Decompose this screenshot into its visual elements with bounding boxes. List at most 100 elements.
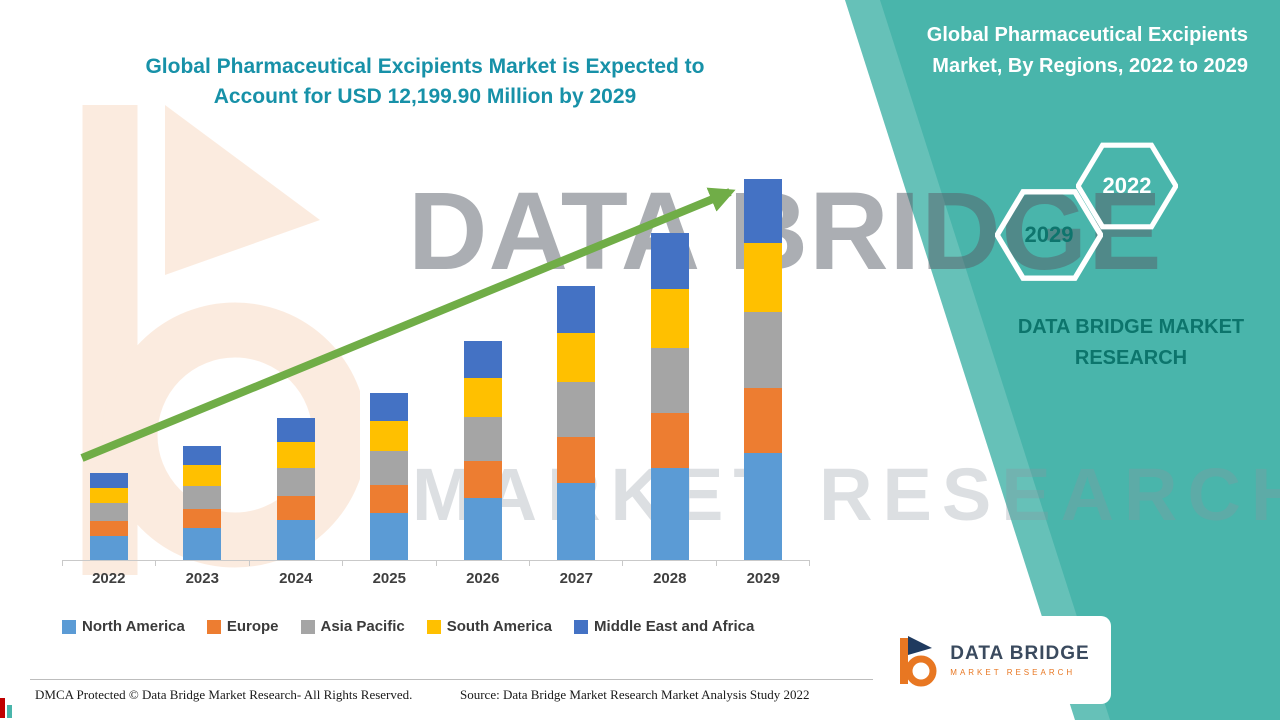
watermark-market-research: MARKET RESEARCH [412,453,1280,536]
bar-segment-asia-pacific [276,467,315,497]
axis-tick [528,561,530,566]
bar-segment-asia-pacific [370,451,409,485]
x-axis-label-2024: 2024 [279,570,313,587]
axis-tick [715,561,717,566]
x-axis-label-2025: 2025 [372,570,406,587]
bar-segment-north-america [183,528,222,560]
stacked-bar-2027 [557,286,596,560]
x-axis-label-2026: 2026 [466,570,500,587]
bar-segment-south-america [744,243,783,313]
legend-swatch-europe [206,619,221,634]
legend-item-middle-east-and-africa: Middle East and Africa [574,618,754,635]
x-axis-labels: 2022 2023 2024 2025 2026 2027 2028 2029 [62,570,810,587]
bar-column-2029 [717,160,810,560]
x-axis-label-2023: 2023 [185,570,219,587]
stacked-bar-2024 [276,418,315,560]
axis-tick [155,561,157,566]
bar-segment-middle-east-and-africa [183,445,222,466]
bar-segment-middle-east-and-africa [89,473,128,488]
source-citation: Source: Data Bridge Market Research Mark… [460,687,810,702]
bar-segment-south-america [370,421,409,452]
bar-segment-south-america [463,378,502,418]
bar-segment-asia-pacific [650,347,689,413]
bar-segment-south-america [89,487,128,504]
dmca-notice: DMCA Protected © Data Bridge Market Rese… [35,687,413,702]
bar-segment-europe [650,412,689,469]
hexagon-2029: 2029 [995,188,1103,282]
axis-tick [62,561,63,566]
bar-segment-middle-east-and-africa [463,340,502,379]
x-axis-ticks [62,561,810,566]
axis-tick [248,561,250,566]
axis-tick [342,561,344,566]
bar-segment-europe [89,520,128,536]
bar-column-2028 [623,160,716,560]
bar-segment-asia-pacific [89,503,128,521]
hexagon-2022: 2022 [1076,142,1178,230]
bar-segment-south-america [183,465,222,486]
axis-tick [809,561,810,566]
bar-column-2026 [436,160,529,560]
legend-label-europe: Europe [226,618,279,635]
hexagon-2022-label: 2022 [1102,173,1152,198]
x-axis-line [62,560,810,561]
corner-stripe-teal [7,705,12,718]
legend-label-middle-east-and-africa: Middle East and Africa [594,618,755,635]
bar-segment-north-america [276,520,315,560]
right-panel-title: Global Pharmaceutical Excipients Market,… [926,24,1248,77]
axis-tick [622,561,624,566]
bars-container [62,160,810,560]
x-axis-label-2022: 2022 [92,570,126,587]
bar-column-2027 [530,160,623,560]
databridge-b-icon [900,636,937,687]
legend-swatch-north-america [62,619,76,634]
bar-segment-asia-pacific [557,382,596,437]
legend-label-asia-pacific: Asia Pacific [320,618,405,635]
bar-column-2022 [62,160,155,560]
x-axis-label-2028: 2028 [653,570,687,587]
stacked-bar-2028 [650,233,689,560]
hexagon-2029-label: 2029 [1024,222,1074,247]
legend-swatch-asia-pacific [300,619,315,634]
legend-item-north-america: North America [62,618,185,635]
bar-segment-asia-pacific [463,417,502,462]
bar-segment-europe [370,484,409,514]
x-axis-label-2029: 2029 [746,570,780,587]
bar-segment-north-america [89,535,128,560]
bar-segment-middle-east-and-africa [557,286,596,333]
bar-segment-north-america [463,498,502,560]
logo-subtitle: MARKET RESEARCH [950,668,1076,677]
bar-segment-south-america [650,288,689,348]
bar-segment-asia-pacific [744,312,783,389]
legend-swatch-middle-east-and-africa [574,619,589,634]
chart-headline: Global Pharmaceutical Excipients Market … [105,52,745,113]
bar-segment-asia-pacific [183,485,222,509]
stacked-bar-2029 [744,178,783,560]
bar-segment-middle-east-and-africa [276,418,315,443]
legend-item-europe: Europe [206,618,279,635]
bar-segment-europe [276,496,315,521]
bar-segment-north-america [557,483,596,560]
bar-segment-europe [463,461,502,499]
databridge-logo-card: DATA BRIDGE MARKET RESEARCH [873,616,1111,704]
x-axis-label-2027: 2027 [559,570,593,587]
logo-name: DATA BRIDGE [950,643,1090,664]
bar-segment-north-america [370,513,409,560]
chart-headline-line1: Global Pharmaceutical Excipients Market … [145,55,705,78]
bar-segment-middle-east-and-africa [650,233,689,289]
stacked-bar-2023 [183,445,222,560]
stacked-bar-2022 [89,473,128,560]
corner-stripe-red [0,698,5,718]
stacked-bar-2026 [463,340,502,560]
bar-column-2023 [156,160,249,560]
stacked-bar-2025 [370,392,409,560]
bar-segment-north-america [744,453,783,560]
bar-column-2025 [343,160,436,560]
footer-divider [30,679,875,680]
legend-swatch-south-america [426,619,441,634]
bar-segment-europe [557,436,596,484]
legend-label-north-america: North America [82,618,185,635]
bar-column-2024 [249,160,342,560]
bar-segment-south-america [557,332,596,383]
